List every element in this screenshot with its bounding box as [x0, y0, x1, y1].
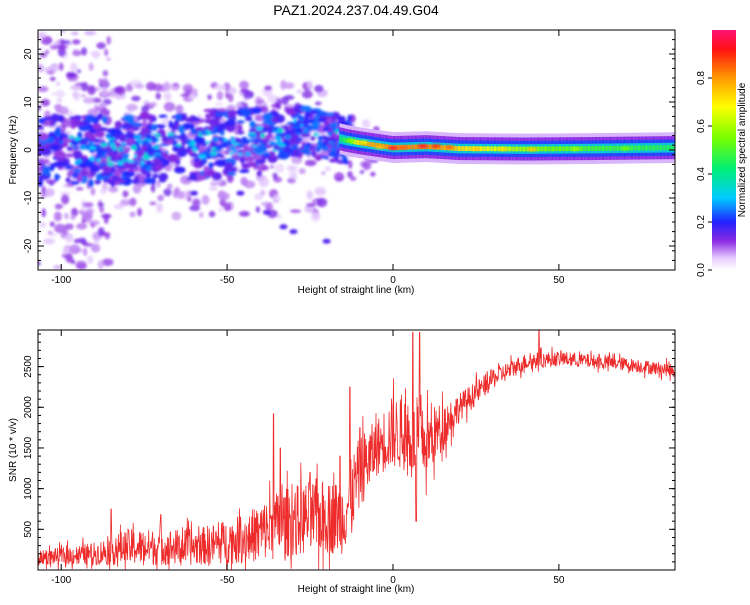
snr-y-tick-label: 2000	[23, 396, 34, 419]
snr-y-tick-label: 1500	[23, 436, 34, 459]
snr-y-tick-label: 2500	[23, 355, 34, 378]
spectrogram-y-tick-label: 10	[23, 96, 34, 108]
snr-y-tick-label: 500	[23, 521, 34, 538]
snr-x-tick-label: -100	[51, 575, 71, 586]
colorbar-tick-label: 0.6	[696, 119, 707, 133]
snr-panel: -100 -50 0 50 500 1000 1500 2000 2500 Height of …	[8, 329, 676, 595]
colorbar-gradient	[712, 30, 736, 270]
snr-series-line	[38, 330, 675, 570]
snr-x-tick-label: 50	[553, 575, 565, 586]
chart-title: PAZ1.2024.237.04.49.G04	[273, 2, 439, 18]
snr-x-label: Height of straight line (km)	[298, 584, 415, 595]
colorbar-tick-label: 0.2	[696, 215, 707, 229]
spectrogram-x-tick-label: -50	[220, 275, 235, 286]
spectrogram-y-tick-label: 20	[23, 48, 34, 60]
snr-frame	[37, 329, 676, 571]
spectrogram-y-tick-label: 0	[23, 147, 34, 153]
spectrogram-x-label: Height of straight line (km)	[298, 285, 415, 296]
spectrogram-y-tick-label: -10	[23, 190, 34, 205]
colorbar-label: Normalized spectral amplitude	[737, 82, 748, 217]
snr-x-tick-label: -50	[220, 575, 235, 586]
snr-y-label: SNR (10 * v/v)	[8, 418, 19, 482]
colorbar-tick-label: 0.0	[696, 263, 707, 277]
colorbar-tick-label: 0.4	[696, 167, 707, 181]
snr-x-tick-label: 0	[390, 575, 396, 586]
spectrogram-heatmap	[38, 30, 675, 270]
spectrogram-x-tick-label: 0	[390, 275, 396, 286]
snr-y-tick-label: 1000	[23, 477, 34, 500]
spectrogram-y-tick-label: -20	[23, 238, 34, 253]
colorbar: 0.0 0.2 0.4 0.6 0.8 Normalized spectral ampl…	[696, 30, 748, 277]
spectrogram-x-tick-label: 50	[553, 275, 565, 286]
colorbar-ticks: 0.0 0.2 0.4 0.6 0.8	[696, 71, 712, 277]
spectrogram-x-tick-label: -100	[51, 275, 71, 286]
spectrogram-y-label: Frequency (Hz)	[8, 116, 19, 185]
snr-ticks: -100 -50 0 50 500 1000 1500 2000 2500	[23, 330, 675, 586]
colorbar-tick-label: 0.8	[696, 71, 707, 85]
